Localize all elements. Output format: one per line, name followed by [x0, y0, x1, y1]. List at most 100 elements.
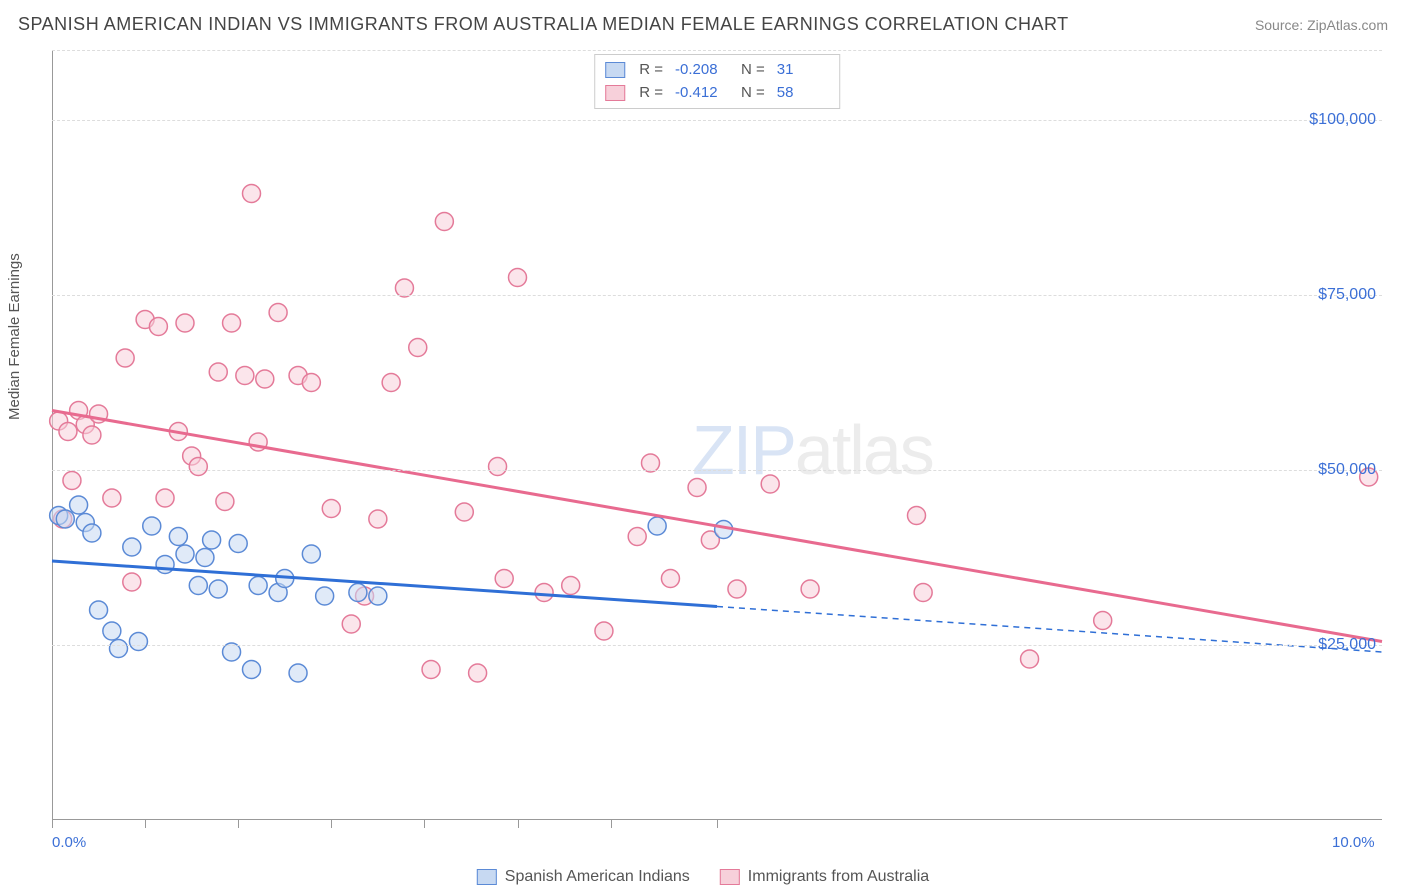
scatter-point-pink [1021, 650, 1039, 668]
scatter-svg [52, 50, 1382, 820]
scatter-point-blue [169, 528, 187, 546]
n-value-blue: 31 [777, 59, 829, 82]
stats-legend: R = -0.208 N = 31 R = -0.412 N = 58 [594, 54, 840, 109]
legend-label-blue: Spanish American Indians [505, 868, 690, 886]
scatter-point-blue [229, 535, 247, 553]
stats-row-blue: R = -0.208 N = 31 [605, 59, 829, 82]
scatter-point-pink [661, 570, 679, 588]
r-value-pink: -0.412 [675, 82, 727, 105]
scatter-point-pink [156, 489, 174, 507]
x-tick [518, 820, 519, 828]
scatter-point-pink [256, 370, 274, 388]
scatter-point-pink [495, 570, 513, 588]
scatter-point-pink [509, 269, 527, 287]
scatter-point-pink [535, 584, 553, 602]
scatter-point-blue [648, 517, 666, 535]
legend-label-pink: Immigrants from Australia [748, 868, 929, 886]
grid-line [52, 295, 1382, 296]
scatter-point-pink [728, 580, 746, 598]
scatter-point-pink [801, 580, 819, 598]
grid-line [52, 120, 1382, 121]
y-tick-label: $100,000 [1309, 111, 1376, 129]
scatter-point-blue [143, 517, 161, 535]
scatter-point-blue [349, 584, 367, 602]
scatter-point-pink [469, 664, 487, 682]
y-tick-label: $50,000 [1318, 461, 1376, 479]
swatch-pink [605, 85, 625, 101]
scatter-point-blue [249, 577, 267, 595]
swatch-blue [605, 62, 625, 78]
x-tick [238, 820, 239, 828]
scatter-point-pink [243, 185, 261, 203]
scatter-point-blue [289, 664, 307, 682]
scatter-point-pink [908, 507, 926, 525]
chart-source: Source: ZipAtlas.com [1255, 17, 1388, 33]
scatter-point-pink [562, 577, 580, 595]
x-tick-label-left: 0.0% [52, 834, 86, 851]
scatter-point-blue [203, 531, 221, 549]
scatter-point-pink [149, 318, 167, 336]
scatter-point-pink [63, 472, 81, 490]
scatter-point-pink [189, 458, 207, 476]
grid-line [52, 50, 1382, 51]
scatter-point-pink [176, 314, 194, 332]
scatter-point-blue [316, 587, 334, 605]
series-legend: Spanish American Indians Immigrants from… [477, 868, 929, 886]
grid-line [52, 470, 1382, 471]
y-tick-label: $75,000 [1318, 286, 1376, 304]
scatter-point-blue [209, 580, 227, 598]
scatter-point-blue [243, 661, 261, 679]
scatter-point-pink [382, 374, 400, 392]
scatter-point-pink [209, 363, 227, 381]
scatter-point-blue [103, 622, 121, 640]
scatter-point-pink [342, 615, 360, 633]
scatter-point-pink [422, 661, 440, 679]
swatch-pink [720, 869, 740, 885]
x-tick [717, 820, 718, 828]
x-tick [52, 820, 53, 828]
chart-header: SPANISH AMERICAN INDIAN VS IMMIGRANTS FR… [18, 14, 1388, 35]
chart-title: SPANISH AMERICAN INDIAN VS IMMIGRANTS FR… [18, 14, 1069, 35]
n-label: N = [741, 82, 765, 105]
scatter-point-pink [688, 479, 706, 497]
scatter-point-blue [56, 510, 74, 528]
scatter-point-pink [369, 510, 387, 528]
y-axis-label: Median Female Earnings [6, 253, 23, 420]
scatter-point-pink [761, 475, 779, 493]
n-label: N = [741, 59, 765, 82]
scatter-point-blue [176, 545, 194, 563]
swatch-blue [477, 869, 497, 885]
scatter-point-blue [83, 524, 101, 542]
scatter-point-pink [83, 426, 101, 444]
scatter-point-pink [455, 503, 473, 521]
legend-item-blue: Spanish American Indians [477, 868, 690, 886]
x-tick [424, 820, 425, 828]
scatter-point-pink [435, 213, 453, 231]
x-tick [611, 820, 612, 828]
scatter-point-pink [236, 367, 254, 385]
scatter-point-blue [70, 496, 88, 514]
scatter-point-pink [223, 314, 241, 332]
scatter-point-blue [129, 633, 147, 651]
scatter-point-pink [595, 622, 613, 640]
scatter-point-blue [123, 538, 141, 556]
r-label: R = [639, 59, 663, 82]
scatter-point-pink [914, 584, 932, 602]
scatter-plot: ZIPatlas R = -0.208 N = 31 R = -0.412 N … [52, 50, 1382, 820]
scatter-point-pink [116, 349, 134, 367]
scatter-point-pink [103, 489, 121, 507]
grid-line [52, 645, 1382, 646]
x-tick-label-right: 10.0% [1332, 834, 1375, 851]
scatter-point-blue [302, 545, 320, 563]
scatter-point-pink [489, 458, 507, 476]
scatter-point-pink [1094, 612, 1112, 630]
scatter-point-blue [156, 556, 174, 574]
scatter-point-blue [110, 640, 128, 658]
x-tick [331, 820, 332, 828]
scatter-point-pink [269, 304, 287, 322]
n-value-pink: 58 [777, 82, 829, 105]
scatter-point-blue [369, 587, 387, 605]
scatter-point-blue [196, 549, 214, 567]
r-label: R = [639, 82, 663, 105]
scatter-point-pink [409, 339, 427, 357]
